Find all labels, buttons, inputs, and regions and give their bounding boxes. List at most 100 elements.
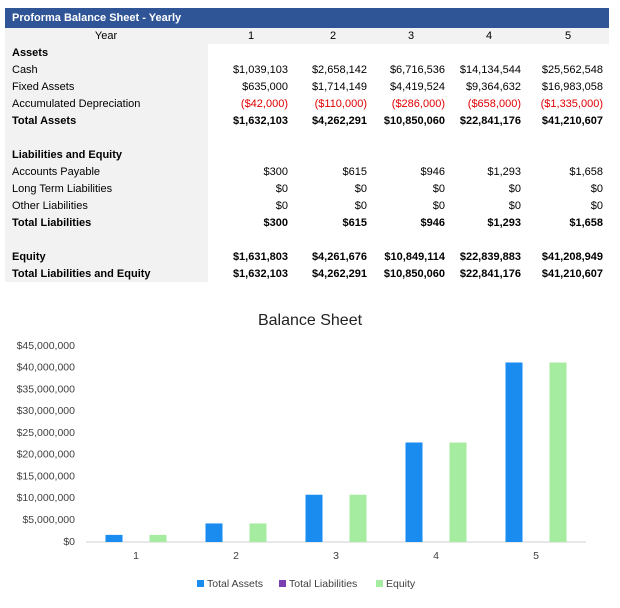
bar	[349, 494, 367, 542]
header-cell: 1	[248, 30, 254, 42]
legend-swatch	[197, 580, 204, 587]
cell: $0	[433, 183, 445, 195]
bar	[205, 523, 223, 542]
legend-swatch	[376, 580, 383, 587]
cell: $615	[343, 166, 367, 178]
y-tick-label: $40,000,000	[17, 362, 76, 374]
cell: ($286,000)	[392, 98, 445, 110]
cell: $1,632,103	[233, 115, 288, 127]
cell: $0	[276, 200, 288, 212]
cell: $0	[276, 183, 288, 195]
row-label: Accounts Payable	[12, 166, 100, 178]
legend-label: Equity	[386, 578, 416, 590]
cell: $6,716,536	[390, 64, 445, 76]
row-label: Total Assets	[12, 115, 76, 127]
cell: $22,841,176	[460, 115, 521, 127]
cell: $4,262,291	[312, 115, 367, 127]
cell: $1,039,103	[233, 64, 288, 76]
cell: $0	[355, 183, 367, 195]
y-tick-label: $10,000,000	[17, 492, 76, 504]
row-label: Assets	[12, 47, 48, 59]
row-label: Accumulated Depreciation	[12, 98, 140, 110]
header-cell: Year	[95, 30, 118, 42]
row-label: Total Liabilities and Equity	[12, 268, 151, 280]
x-tick-label: 1	[133, 550, 139, 562]
cell: $41,208,949	[542, 251, 603, 263]
bar	[505, 362, 523, 542]
cell: $0	[591, 200, 603, 212]
cell: $1,658	[569, 217, 603, 229]
row-label: Other Liabilities	[12, 200, 88, 212]
cell: $1,293	[487, 166, 521, 178]
cell: $22,839,883	[460, 251, 521, 263]
bar	[549, 362, 567, 542]
y-tick-label: $20,000,000	[17, 449, 76, 461]
cell: $0	[355, 200, 367, 212]
header-cell: 3	[408, 30, 414, 42]
cell: $615	[343, 217, 367, 229]
cell: $4,419,524	[390, 81, 445, 93]
row-label: Long Term Liabilities	[12, 183, 113, 195]
cell: $1,714,149	[312, 81, 367, 93]
row-label: Liabilities and Equity	[12, 149, 123, 161]
chart-title: Balance Sheet	[258, 312, 363, 329]
y-tick-label: $15,000,000	[17, 470, 76, 482]
cell: $1,631,803	[233, 251, 288, 263]
cell: ($658,000)	[468, 98, 521, 110]
legend-label: Total Assets	[207, 578, 263, 590]
cell: $41,210,607	[542, 268, 603, 280]
cell: $300	[264, 217, 288, 229]
cell: $41,210,607	[542, 115, 603, 127]
bar	[149, 534, 167, 542]
bar	[405, 442, 423, 542]
cell: ($42,000)	[241, 98, 288, 110]
row-label: Total Liabilities	[12, 217, 91, 229]
cell: $9,364,632	[466, 81, 521, 93]
bar	[105, 534, 123, 542]
legend-label: Total Liabilities	[289, 578, 357, 590]
x-tick-label: 2	[233, 550, 239, 562]
cell: $1,658	[569, 166, 603, 178]
header-row	[208, 28, 609, 44]
cell: $946	[421, 166, 445, 178]
bar	[249, 523, 267, 542]
cell: $635,000	[242, 81, 288, 93]
x-tick-label: 5	[533, 550, 539, 562]
cell: $0	[509, 183, 521, 195]
cell: ($1,335,000)	[541, 98, 603, 110]
cell: $946	[421, 217, 445, 229]
row-label: Cash	[12, 64, 38, 76]
row-label: Equity	[12, 251, 46, 263]
cell: $1,632,103	[233, 268, 288, 280]
cell: $1,293	[487, 217, 521, 229]
y-tick-label: $25,000,000	[17, 427, 76, 439]
cell: $0	[433, 200, 445, 212]
cell: $25,562,548	[542, 64, 603, 76]
header-cell: 4	[486, 30, 492, 42]
cell: $0	[591, 183, 603, 195]
cell: $10,850,060	[384, 115, 445, 127]
cell: $300	[264, 166, 288, 178]
cell: $0	[509, 200, 521, 212]
cell: ($110,000)	[315, 98, 367, 110]
x-tick-label: 3	[333, 550, 339, 562]
table-title-bar	[5, 8, 609, 28]
y-tick-label: $45,000,000	[17, 340, 76, 352]
table-title: Proforma Balance Sheet - Yearly	[12, 12, 182, 24]
cell: $4,262,291	[312, 268, 367, 280]
cell: $4,261,676	[312, 251, 367, 263]
header-cell: 2	[330, 30, 336, 42]
row-label: Fixed Assets	[12, 81, 75, 93]
cell: $14,134,544	[460, 64, 521, 76]
header-cell: 5	[565, 30, 571, 42]
legend-swatch	[279, 580, 286, 587]
y-tick-label: $30,000,000	[17, 405, 76, 417]
y-tick-label: $0	[63, 536, 75, 548]
bar	[305, 494, 323, 542]
cell: $10,850,060	[384, 268, 445, 280]
bar	[449, 442, 467, 542]
x-tick-label: 4	[433, 550, 439, 562]
cell: $10,849,114	[384, 251, 445, 263]
